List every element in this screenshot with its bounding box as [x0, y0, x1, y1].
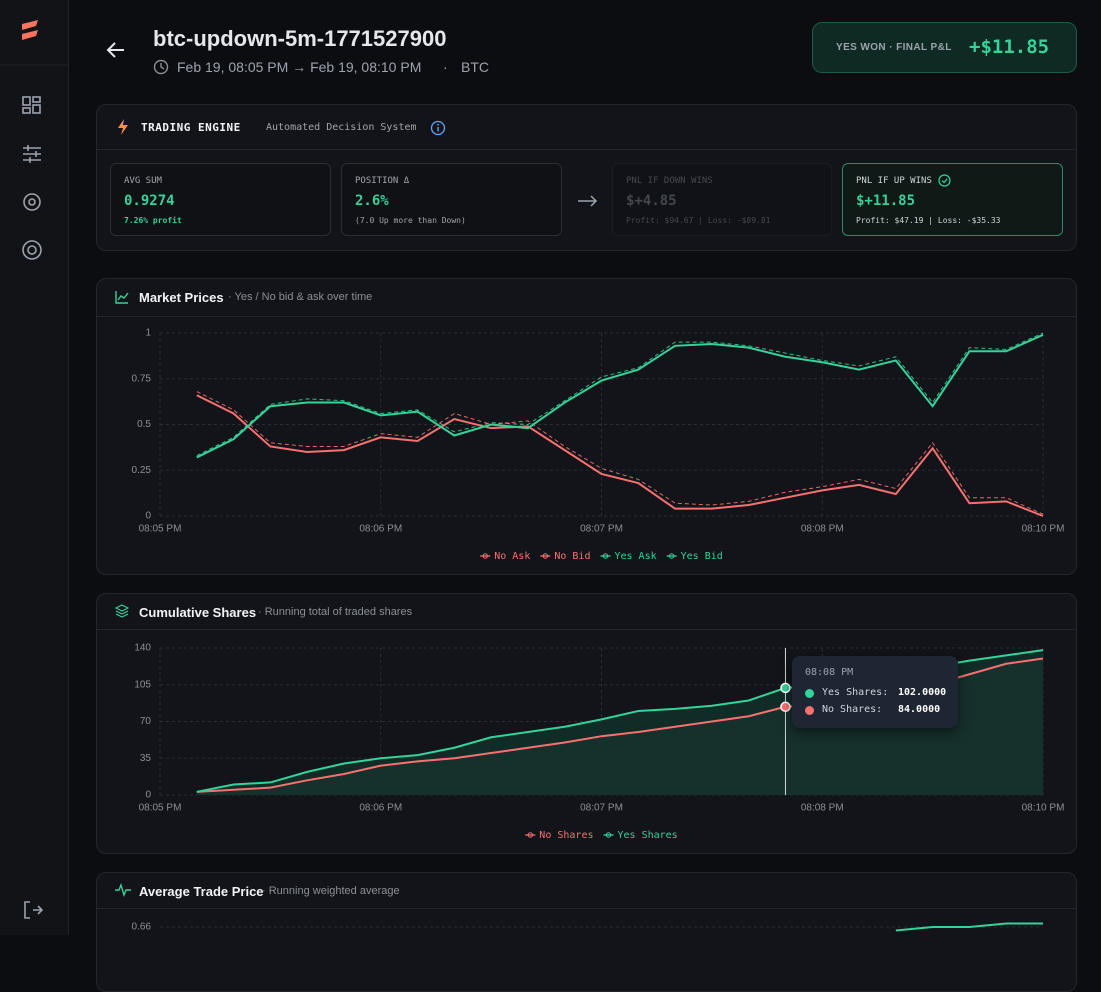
tooltip-value: 102.0000 — [898, 687, 947, 698]
chart-subtitle: · Running weighted average — [262, 885, 400, 897]
metric-label: PNL IF UP WINS — [856, 176, 932, 186]
back-button[interactable] — [104, 38, 128, 62]
sidebar-icons — [0, 20, 68, 919]
asset: BTC — [461, 59, 489, 75]
engine-subtitle: Automated Decision System — [266, 122, 417, 133]
metric-card: PNL IF UP WINS $+11.85 Profit: $47.19 | L… — [842, 163, 1063, 236]
bolt-icon — [118, 119, 128, 135]
metric-note: 7.26% profit — [124, 216, 182, 225]
metric-note: Profit: $47.19 | Loss: -$35.33 — [856, 216, 1001, 225]
chart-subtitle: · Running total of traded shares — [258, 606, 413, 618]
chart-title: Average Trade Price — [139, 884, 264, 899]
chart-title: Cumulative Shares — [139, 605, 257, 620]
card-header: Market Prices · Yes / No bid & ask over … — [97, 279, 1076, 317]
separator: · — [443, 59, 448, 75]
arrow-icon — [578, 195, 598, 207]
metric-label: PNL IF DOWN WINS — [626, 176, 713, 186]
metric-card: PNL IF DOWN WINS $+4.85 Profit: $94.67 | L… — [612, 163, 832, 236]
tooltip-label: No Shares: — [822, 704, 883, 715]
average-price-card: Average Trade Price · Running weighted a… — [96, 872, 1077, 992]
market-prices-card: Market Prices · Yes / No bid & ask over … — [96, 278, 1077, 575]
check-icon — [938, 174, 951, 187]
logo — [22, 20, 38, 40]
help-icon[interactable] — [22, 240, 42, 260]
tooltip-dot — [805, 689, 814, 698]
time-range: Feb 19, 08:05 PM → Feb 19, 08:10 PM — [177, 59, 422, 75]
tooltip: 08:08 PM Yes Shares: 102.0000 No Shares:… — [792, 656, 958, 728]
clock-icon — [153, 59, 169, 75]
info-icon[interactable] — [430, 120, 446, 136]
metric-card: AVG SUM 0.9274 7.26% profit — [110, 163, 331, 236]
metric-label: POSITION Δ — [355, 176, 410, 186]
metric-value: $+11.85 — [856, 193, 916, 209]
pulse-icon — [115, 883, 131, 897]
metric-value: 0.9274 — [124, 193, 175, 209]
tooltip-value: 84.0000 — [898, 704, 941, 715]
metric-note: Profit: $94.67 | Loss: -$89.81 — [626, 216, 771, 225]
result-badge: YES WON · FINAL P&L +$11.85 — [812, 22, 1077, 73]
chart-title: Market Prices — [139, 290, 224, 305]
result-label: YES WON · FINAL P&L — [836, 42, 952, 53]
metric-note: (7.0 Up more than Down) — [355, 216, 466, 225]
metric-card: POSITION Δ 2.6% (7.0 Up more than Down) — [341, 163, 562, 236]
engine-header: TRADING ENGINE Automated Decision System — [97, 105, 1076, 150]
chart-icon — [115, 291, 129, 304]
chart-subtitle: · Yes / No bid & ask over time — [228, 291, 373, 303]
metric-value: 2.6% — [355, 193, 389, 209]
page: btc-updown-5m-1771527900 Feb 19, 08:05 P… — [0, 0, 1077, 992]
sidebar — [0, 0, 69, 935]
metric-label: AVG SUM — [124, 176, 162, 186]
logout-icon[interactable] — [24, 901, 44, 919]
layers-icon — [115, 604, 129, 618]
controls-icon[interactable] — [23, 145, 41, 163]
trading-engine: TRADING ENGINE Automated Decision System… — [96, 104, 1077, 251]
tooltip-dot — [805, 706, 814, 715]
card-header: Average Trade Price · Running weighted a… — [97, 873, 1076, 909]
page-title: btc-updown-5m-1771527900 — [153, 26, 447, 51]
metric-value: $+4.85 — [626, 193, 677, 209]
tooltip-title: 08:08 PM — [805, 667, 854, 678]
card-header: Cumulative Shares · Running total of tra… — [97, 594, 1076, 630]
engine-title: TRADING ENGINE — [141, 121, 241, 134]
dashboard-icon[interactable] — [22, 96, 41, 114]
result-value: +$11.85 — [969, 36, 1050, 58]
tooltip-label: Yes Shares: — [822, 687, 889, 698]
settings-icon[interactable] — [23, 193, 41, 211]
